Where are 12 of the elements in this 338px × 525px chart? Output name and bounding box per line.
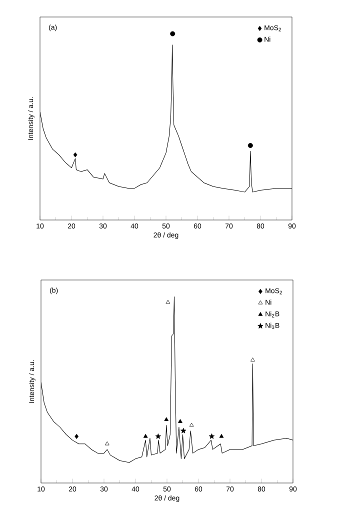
point [104, 441, 110, 446]
point [208, 433, 215, 439]
point [164, 417, 169, 422]
point [250, 358, 255, 362]
point [166, 300, 170, 304]
point [180, 428, 186, 434]
point [143, 434, 148, 438]
point [155, 433, 161, 439]
point [74, 434, 79, 439]
point [219, 434, 224, 438]
point [189, 422, 194, 427]
point [178, 419, 182, 423]
